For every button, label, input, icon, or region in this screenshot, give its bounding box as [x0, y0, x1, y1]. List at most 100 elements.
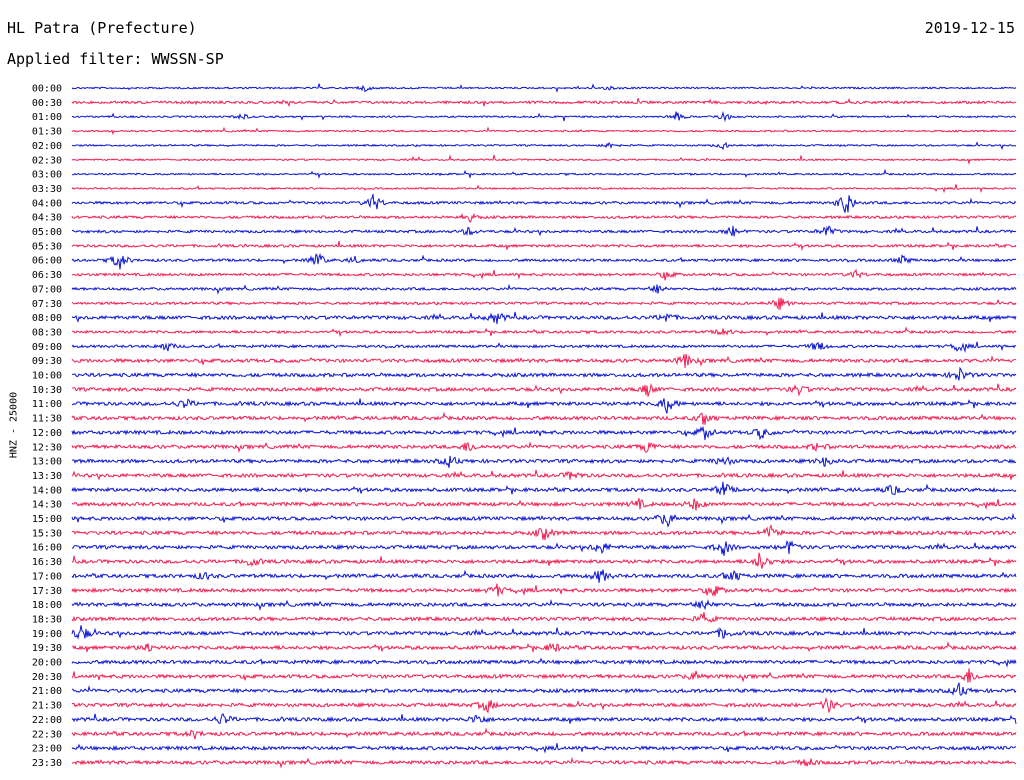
trace-row	[71, 625, 1017, 640]
trace-row	[71, 727, 1017, 740]
time-label: 08:00	[32, 313, 62, 324]
time-label: 08:30	[32, 327, 62, 338]
trace-row	[71, 341, 1017, 353]
trace-row	[71, 498, 1017, 511]
trace-row	[71, 682, 1017, 696]
time-label: 12:30	[32, 442, 62, 453]
trace-row	[71, 481, 1017, 496]
filter-label: Applied filter: WWSSN-SP	[7, 50, 224, 68]
time-label: 06:30	[32, 270, 62, 281]
time-label: 05:30	[32, 241, 62, 252]
time-label: 06:00	[32, 256, 62, 267]
time-label: 11:30	[32, 414, 62, 425]
time-label: 19:30	[32, 643, 62, 654]
trace-row	[71, 326, 1017, 338]
time-label: 22:00	[32, 715, 62, 726]
time-label: 10:00	[32, 371, 62, 382]
trace-row	[71, 425, 1017, 441]
trace-row	[71, 612, 1017, 623]
trace-row	[71, 83, 1017, 93]
trace-row	[71, 241, 1017, 252]
time-label: 21:30	[32, 701, 62, 712]
time-label: 15:00	[32, 514, 62, 525]
trace-row	[71, 383, 1017, 397]
trace-row	[71, 353, 1017, 368]
time-label: 02:30	[32, 155, 62, 166]
trace-row	[71, 696, 1017, 714]
trace-row	[71, 524, 1017, 541]
trace-row	[71, 552, 1017, 569]
time-label: 13:00	[32, 457, 62, 468]
trace-row	[71, 154, 1017, 166]
trace-row	[71, 657, 1017, 668]
time-label: 17:00	[32, 571, 62, 582]
trace-group	[71, 83, 1017, 769]
trace-row	[71, 168, 1017, 179]
trace-row	[71, 311, 1017, 325]
trace-row	[71, 268, 1017, 281]
trace-row	[71, 126, 1017, 136]
time-label: 04:30	[32, 213, 62, 224]
trace-row	[71, 297, 1017, 311]
trace-row	[71, 212, 1017, 224]
time-label: 17:30	[32, 586, 62, 597]
trace-row	[71, 743, 1017, 754]
trace-row	[71, 398, 1017, 414]
trace-row	[71, 411, 1017, 425]
time-label: 00:30	[32, 98, 62, 109]
trace-row	[71, 194, 1017, 213]
time-label: 00:00	[32, 84, 62, 95]
time-label-group: 00:00 00:30 01:00 01:30 02:00 02:30 03:00 03:30…	[32, 84, 62, 769]
time-label: 01:30	[32, 127, 62, 138]
time-label: 03:30	[32, 184, 62, 195]
time-label: 11:00	[32, 399, 62, 410]
time-label: 22:30	[32, 729, 62, 740]
trace-row	[71, 141, 1017, 151]
time-label: 20:00	[32, 658, 62, 669]
trace-row	[71, 469, 1017, 481]
trace-row	[71, 455, 1017, 468]
time-label: 07:00	[32, 284, 62, 295]
time-label: 10:30	[32, 385, 62, 396]
time-label: 01:00	[32, 112, 62, 123]
record-date: 2019-12-15	[924, 19, 1015, 37]
time-label: 23:30	[32, 758, 62, 769]
station-title: HL Patra (Prefecture)	[7, 19, 197, 37]
trace-row	[71, 539, 1017, 556]
time-label: 20:30	[32, 672, 62, 683]
trace-row	[71, 97, 1017, 107]
time-label: 05:00	[32, 227, 62, 238]
trace-row	[71, 569, 1017, 583]
time-label: 21:00	[32, 686, 62, 697]
trace-row	[71, 366, 1017, 381]
time-label: 14:30	[32, 500, 62, 511]
trace-row	[71, 512, 1017, 528]
time-label: 09:00	[32, 342, 62, 353]
trace-row	[71, 111, 1017, 123]
trace-row	[71, 184, 1017, 194]
trace-row	[71, 756, 1017, 769]
trace-row	[71, 712, 1017, 725]
time-label: 04:00	[32, 198, 62, 209]
time-label: 02:00	[32, 141, 62, 152]
time-label: 23:00	[32, 744, 62, 755]
time-label: 15:30	[32, 528, 62, 539]
time-label: 19:00	[32, 629, 62, 640]
time-label: 18:30	[32, 614, 62, 625]
trace-row	[71, 252, 1017, 270]
time-label: 16:30	[32, 557, 62, 568]
trace-row	[71, 668, 1017, 683]
time-label: 16:00	[32, 543, 62, 554]
trace-row	[71, 583, 1017, 597]
time-label: 07:30	[32, 299, 62, 310]
time-label: 14:00	[32, 485, 62, 496]
trace-row	[71, 283, 1017, 295]
trace-row	[71, 599, 1017, 611]
time-label: 13:30	[32, 471, 62, 482]
trace-row	[71, 641, 1017, 653]
time-label: 12:00	[32, 428, 62, 439]
time-label: 09:30	[32, 356, 62, 367]
time-label: 03:00	[32, 170, 62, 181]
trace-row	[71, 225, 1017, 237]
